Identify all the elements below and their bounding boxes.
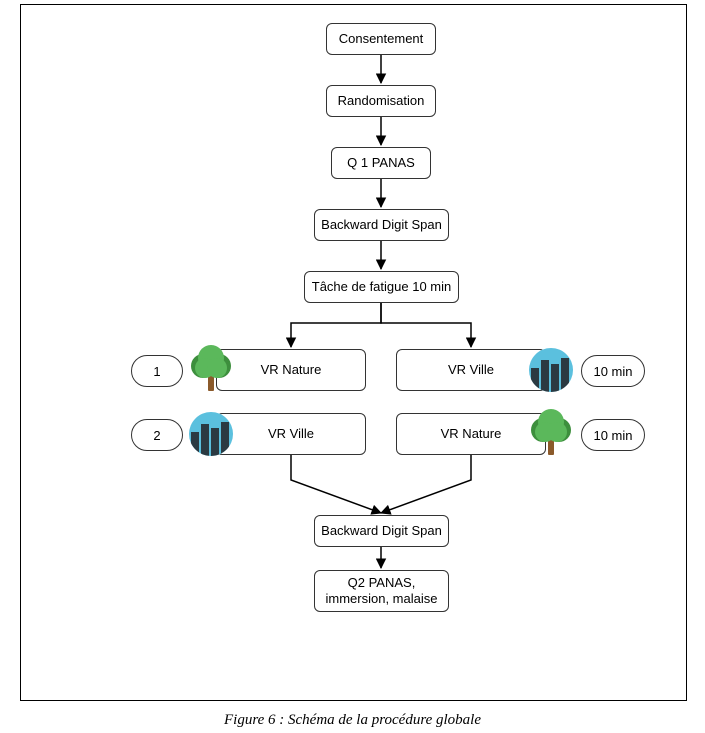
merge-connector	[291, 455, 471, 513]
node-vr-ville-2: VR Ville	[216, 413, 366, 455]
diagram-frame: Consentement Randomisation Q 1 PANAS Bac…	[20, 4, 687, 701]
figure-caption: Figure 6 : Schéma de la procédure global…	[0, 712, 705, 729]
node-randomisation: Randomisation	[326, 85, 436, 117]
node-label: Q 1 PANAS	[347, 155, 415, 171]
pill-duration-1: 10 min	[581, 355, 645, 387]
node-label: VR Ville	[448, 362, 494, 378]
node-q1-panas: Q 1 PANAS	[331, 147, 431, 179]
node-label: Q2 PANAS, immersion, malaise	[326, 575, 438, 606]
node-vr-nature-1: VR Nature	[216, 349, 366, 391]
node-label: VR Nature	[441, 426, 502, 442]
fork-connector	[291, 303, 471, 347]
caption-text: Figure 6 : Schéma de la procédure global…	[224, 712, 481, 728]
node-label: Backward Digit Span	[321, 523, 442, 539]
pill-group-2: 2	[131, 419, 183, 451]
pill-label: 2	[153, 428, 160, 443]
pill-group-1: 1	[131, 355, 183, 387]
node-fatigue: Tâche de fatigue 10 min	[304, 271, 459, 303]
node-bds-2: Backward Digit Span	[314, 515, 449, 547]
pill-label: 10 min	[593, 428, 632, 443]
pill-label: 10 min	[593, 364, 632, 379]
pill-duration-2: 10 min	[581, 419, 645, 451]
node-consentement: Consentement	[326, 23, 436, 55]
node-q2-panas: Q2 PANAS, immersion, malaise	[314, 570, 449, 612]
node-label: Tâche de fatigue 10 min	[312, 279, 451, 295]
node-label: VR Nature	[261, 362, 322, 378]
node-label: Randomisation	[338, 93, 425, 109]
pill-label: 1	[153, 364, 160, 379]
node-label: VR Ville	[268, 426, 314, 442]
node-vr-ville-1: VR Ville	[396, 349, 546, 391]
node-label: Consentement	[339, 31, 424, 47]
node-vr-nature-2: VR Nature	[396, 413, 546, 455]
node-bds-1: Backward Digit Span	[314, 209, 449, 241]
node-label: Backward Digit Span	[321, 217, 442, 233]
